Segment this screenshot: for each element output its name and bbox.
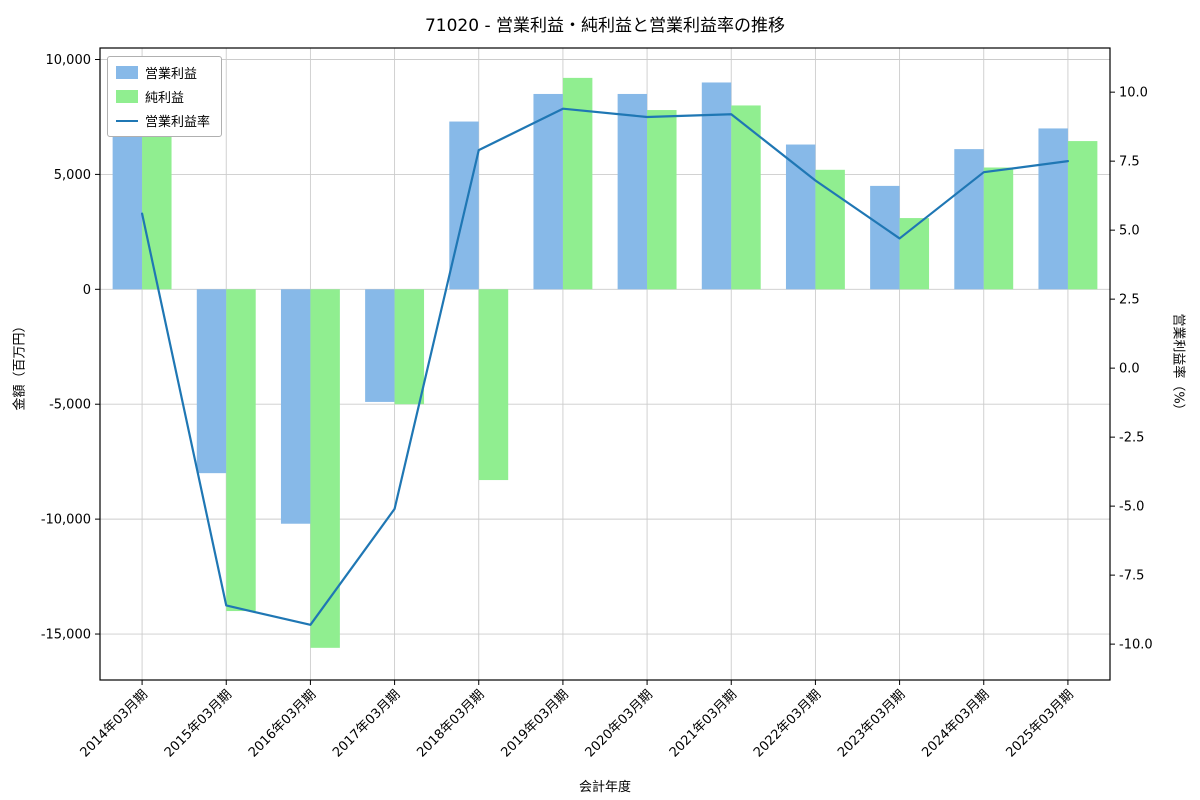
x-tick-label: 2020年03月期 [583, 687, 656, 760]
bar-net-profit [142, 129, 172, 290]
bar-operating-profit-group [112, 82, 1068, 524]
legend-label-profit-margin: 営業利益率 [145, 115, 211, 130]
bar-operating-profit [954, 149, 984, 290]
right-axis-label: 営業利益率（%） [1170, 313, 1186, 417]
right-tick-label: 7.5 [1119, 155, 1140, 170]
left-tick-label: 10,000 [46, 53, 92, 68]
bar-net-profit [478, 289, 509, 481]
left-tick-label: 0 [83, 283, 91, 298]
x-tick-label: 2016年03月期 [246, 687, 319, 760]
right-tick-label: -10.0 [1119, 638, 1153, 653]
legend: 営業利益 純利益 営業利益率 [107, 56, 223, 137]
x-tick-label: 2021年03月期 [667, 687, 740, 760]
legend-item-net-profit: 純利益 [116, 87, 210, 106]
x-axis-label: 会計年度 [578, 780, 632, 795]
x-tick-label: 2024年03月期 [919, 687, 992, 760]
bar-net-profit [226, 289, 256, 612]
plot-frame [99, 47, 1111, 681]
x-tick-label: 2019年03月期 [498, 687, 571, 760]
bar-net-profit [731, 105, 761, 290]
left-axis-ticks: 10,000 5,000 0 -5,000 -10,000 -15,000 [41, 53, 100, 643]
bar-net-profit [562, 77, 593, 290]
x-tick-label: 2023年03月期 [835, 687, 908, 760]
bar-operating-profit [617, 93, 648, 290]
bar-operating-profit [365, 289, 395, 402]
x-tick-label: 2017年03月期 [330, 687, 403, 760]
bar-operating-profit [112, 135, 143, 290]
bar-operating-profit [870, 185, 900, 290]
bar-operating-profit [1038, 128, 1068, 290]
bar-net-profit [1067, 141, 1098, 290]
bar-operating-profit [196, 289, 227, 474]
left-tick-label: -15,000 [41, 628, 91, 643]
legend-item-operating-profit: 営業利益 [116, 63, 210, 82]
legend-swatch-net-profit [116, 90, 138, 103]
right-tick-label: 2.5 [1119, 293, 1140, 308]
right-tick-label: 10.0 [1119, 86, 1148, 101]
bar-operating-profit [280, 289, 311, 524]
right-axis-ticks: 10.0 7.5 5.0 2.5 0.0 -2.5 -5.0 -7.5 -10.0 [1110, 86, 1153, 653]
x-tick-label: 2025年03月期 [1003, 687, 1076, 760]
x-tick-label: 2014年03月期 [78, 687, 151, 760]
x-tick-label: 2022年03月期 [751, 687, 824, 760]
left-tick-label: 5,000 [54, 168, 91, 183]
x-tick-label: 2015年03月期 [162, 687, 235, 760]
x-axis-ticks: 2014年03月期 2015年03月期 2016年03月期 2017年03月期 2018… [78, 680, 1077, 761]
x-tick-label: 2018年03月期 [414, 687, 487, 760]
bar-net-profit [394, 289, 425, 405]
bar-net-profit [983, 167, 1014, 290]
bar-operating-profit [533, 93, 563, 290]
legend-swatch-profit-margin-line [116, 119, 138, 122]
bar-net-profit-group [142, 77, 1098, 648]
profit-margin-line [140, 107, 1070, 626]
bar-net-profit [647, 110, 677, 290]
right-tick-label: -2.5 [1119, 431, 1144, 446]
right-tick-label: 5.0 [1119, 224, 1140, 239]
chart-title: 71020 - 営業利益・純利益と営業利益率の推移 [424, 16, 786, 36]
legend-swatch-operating-profit [116, 66, 138, 79]
bar-operating-profit [785, 144, 816, 290]
right-tick-label: 0.0 [1119, 362, 1140, 377]
bar-net-profit [899, 218, 930, 290]
bar-operating-profit [449, 121, 479, 290]
bar-net-profit [815, 169, 845, 290]
left-tick-label: -10,000 [41, 513, 91, 528]
legend-label-net-profit: 純利益 [145, 91, 185, 106]
right-tick-label: -7.5 [1119, 569, 1144, 584]
right-tick-label: -5.0 [1119, 500, 1144, 515]
left-tick-label: -5,000 [49, 398, 91, 413]
left-axis-label: 金額（百万円） [12, 319, 28, 411]
legend-item-profit-margin: 営業利益率 [116, 111, 210, 130]
legend-label-operating-profit: 営業利益 [145, 67, 198, 82]
bar-operating-profit [701, 82, 732, 290]
bar-net-profit [310, 289, 340, 648]
